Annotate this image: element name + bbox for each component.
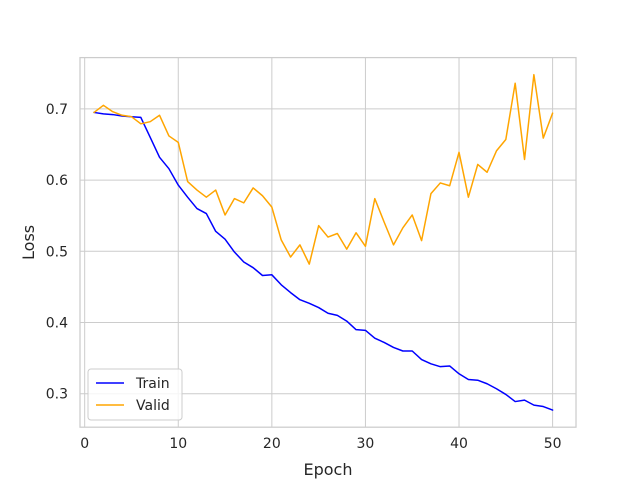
legend: Train Valid: [87, 368, 183, 421]
series-layer: [93, 73, 554, 411]
x-tick-label: 20: [263, 436, 281, 452]
y-tick-label: 0.4: [46, 316, 68, 332]
y-tick-label: 0.6: [46, 173, 68, 189]
x-tick-label: 40: [450, 436, 468, 452]
x-tick-labels: 0 10 20 30 40 50: [80, 436, 561, 452]
grid-lines: [80, 57, 576, 428]
x-tick-label: 10: [169, 436, 187, 452]
y-tick-label: 0.5: [46, 244, 68, 260]
y-axis-label: Loss: [19, 225, 38, 260]
plot-frame: [79, 56, 577, 428]
x-axis-label: Epoch: [304, 460, 353, 479]
y-tick-label: 0.3: [46, 387, 68, 403]
series-line-valid: [93, 73, 554, 265]
legend-valid-label: Valid: [136, 398, 170, 414]
legend-train-label: Train: [135, 376, 170, 392]
x-tick-label: 0: [80, 436, 89, 452]
series-line-train: [93, 111, 554, 411]
y-tick-label: 0.7: [46, 102, 68, 118]
legend-box: [87, 368, 183, 421]
y-tick-labels: 0.3 0.4 0.5 0.6 0.7: [46, 102, 68, 403]
plot-area: [80, 57, 576, 428]
x-tick-label: 30: [357, 436, 375, 452]
x-tick-label: 50: [544, 436, 562, 452]
